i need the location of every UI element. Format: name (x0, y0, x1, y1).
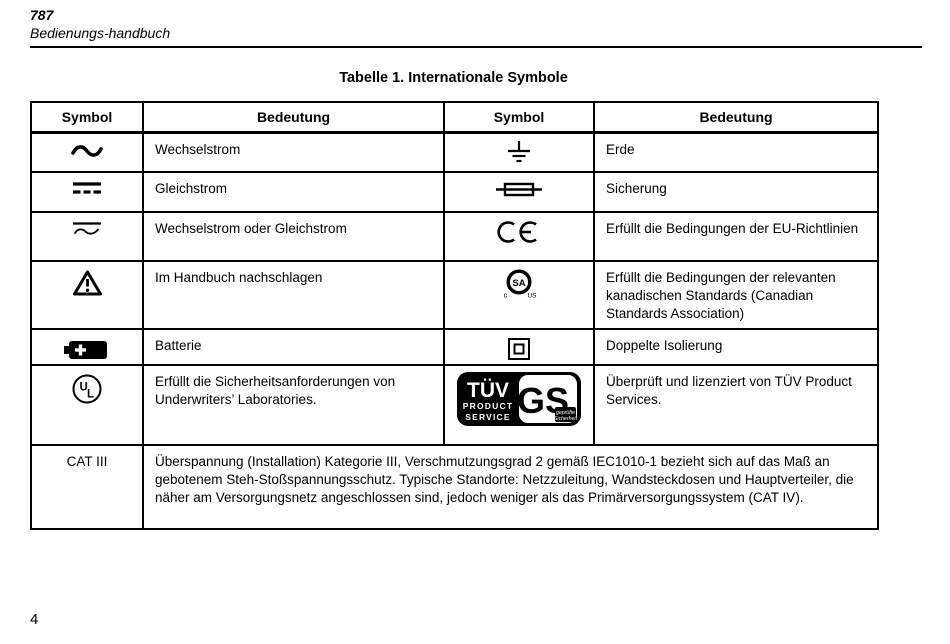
table-row: Batterie Doppelte Isolierung (30, 328, 879, 366)
tuv-name: TÜV (467, 379, 509, 402)
tuv-line3: SERVICE (465, 412, 511, 422)
table-row: Gleichstrom Sicherung (30, 171, 879, 213)
ul-mark-icon: U L (71, 373, 103, 404)
meaning-text: Doppelte Isolierung (593, 328, 879, 366)
meaning-text: Erfüllt die Bedingungen der EU-Richtlini… (593, 211, 879, 262)
header-divider (30, 46, 922, 48)
ac-dc-icon (70, 220, 104, 237)
meaning-text: Erfüllt die Bedingungen der relevanten k… (593, 260, 879, 330)
gs-small-1: geprüfte (556, 410, 575, 416)
ac-icon (69, 141, 105, 158)
ce-mark-icon (496, 220, 542, 243)
csa-mark-icon: SA c US (501, 269, 537, 300)
earth-ground-icon (506, 140, 532, 162)
meaning-text: Erde (593, 131, 879, 173)
ul-letter-u: U (80, 382, 88, 394)
table-title: Tabelle 1. Internationale Symbole (339, 70, 568, 86)
table-header-row: Symbol Bedeutung Symbol Bedeutung (30, 101, 879, 134)
header-symbol-right: Symbol (443, 101, 595, 134)
header-meaning-right: Bedeutung (593, 101, 879, 134)
csa-letters: SA (512, 278, 525, 289)
cat-iii-row: CAT III Überspannung (Installation) Kate… (30, 444, 879, 530)
fuse-icon (496, 180, 542, 197)
header-symbol-left: Symbol (30, 101, 144, 134)
meaning-text: Sicherung (593, 171, 879, 213)
csa-us-sub: US (527, 293, 537, 300)
document-subtitle: Bedienungs-handbuch (30, 25, 171, 41)
cat-iii-meaning: Überspannung (Installation) Kategorie II… (142, 444, 879, 530)
document-header: 787 Bedienungs-handbuch (30, 6, 170, 42)
document-number: 787 (30, 7, 54, 23)
double-insulation-icon (507, 337, 531, 360)
international-symbols-table: Symbol Bedeutung Symbol Bedeutung Wechse… (30, 101, 879, 530)
meaning-text: Überprüft und lizenziert von TÜV Product… (593, 364, 879, 446)
header-meaning-left: Bedeutung (142, 101, 445, 134)
meaning-text: Batterie (142, 328, 445, 366)
dc-icon (71, 180, 103, 197)
table-row: Im Handbuch nachschlagen SA c US Erfüllt… (30, 260, 879, 330)
cat-iii-label: CAT III (30, 444, 144, 530)
meaning-text: Gleichstrom (142, 171, 445, 213)
csa-c-sub: c (504, 291, 508, 300)
meaning-text: Wechselstrom oder Gleichstrom (142, 211, 445, 262)
table-row: Wechselstrom oder Gleichstrom Erfüllt di… (30, 211, 879, 262)
page-number: 4 (30, 611, 39, 628)
manual-warning-icon (72, 269, 103, 296)
table-row: U L Erfüllt die Sicherheitsanforderungen… (30, 364, 879, 446)
ul-letter-l: L (87, 389, 94, 401)
meaning-text: Erfüllt die Sicherheitsanforderungen von… (142, 364, 445, 446)
tuv-gs-logo: TÜV PRODUCT SERVICE GS geprüfte Sicherhe… (457, 372, 581, 426)
meaning-text: Im Handbuch nachschlagen (142, 260, 445, 330)
tuv-line2: PRODUCT (463, 401, 513, 411)
meaning-text: Wechselstrom (142, 131, 445, 173)
table-row: Wechselstrom Erde (30, 131, 879, 173)
gs-small-2: Sicherheit (554, 416, 578, 422)
battery-icon (64, 337, 110, 359)
